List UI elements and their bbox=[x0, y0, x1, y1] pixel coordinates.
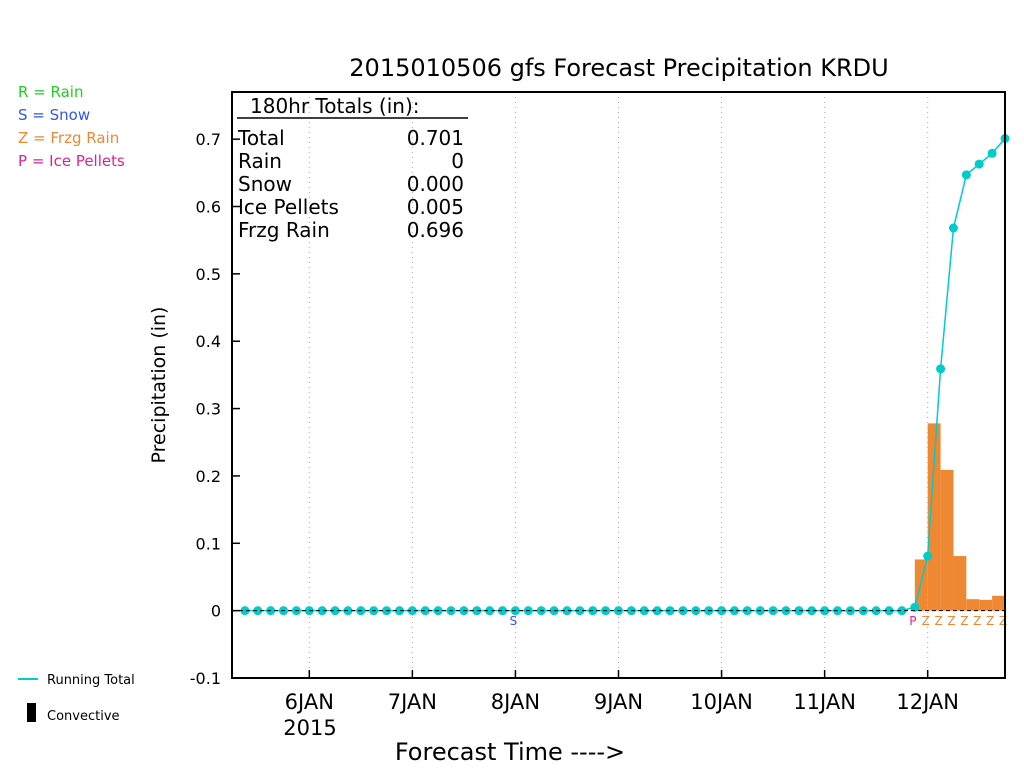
running-total-point bbox=[562, 606, 572, 616]
running-total-point bbox=[652, 606, 662, 616]
year-label: 2015 bbox=[283, 716, 336, 740]
convective-legend-label: Convective bbox=[47, 709, 120, 724]
running-total-point bbox=[717, 606, 727, 616]
x-tick-label: 9JAN bbox=[594, 690, 643, 714]
running-total-point bbox=[948, 223, 958, 233]
running-total-point bbox=[575, 606, 585, 616]
precip-type-marker: Z bbox=[986, 614, 994, 628]
precip-type-marker: Z bbox=[922, 614, 930, 628]
running-total-point bbox=[240, 606, 250, 616]
totals-row-label: Ice Pellets bbox=[238, 195, 339, 219]
x-axis: 6JAN 7JAN 8JAN 9JAN 10JAN 11JAN 12JAN bbox=[285, 670, 959, 714]
precip-bar bbox=[992, 595, 1005, 611]
running-total-point bbox=[639, 606, 649, 616]
totals-box: 180hr Totals (in): Total 0.701 Rain 0 Snow 0.… bbox=[237, 94, 468, 242]
running-total-point bbox=[961, 170, 971, 180]
y-tick-label: 0.5 bbox=[196, 265, 221, 284]
legend-item: S = Snow bbox=[18, 106, 90, 124]
x-tick-label: 12JAN bbox=[896, 690, 959, 714]
y-tick-label: 0.2 bbox=[196, 467, 221, 486]
precip-type-marker: S bbox=[510, 614, 518, 628]
running-total-point bbox=[498, 606, 508, 616]
running-total-point bbox=[936, 364, 946, 374]
precip-type-marker: Z bbox=[960, 614, 968, 628]
x-tick-label: 6JAN bbox=[285, 690, 334, 714]
running-total-point bbox=[317, 606, 327, 616]
running-total-legend-label: Running Total bbox=[47, 673, 135, 688]
plot-frame bbox=[231, 91, 1006, 679]
running-total-point bbox=[974, 159, 984, 169]
y-tick-label: 0.1 bbox=[196, 534, 221, 553]
running-total-point bbox=[807, 606, 817, 616]
running-total-point bbox=[923, 551, 933, 561]
totals-row-value: 0.000 bbox=[407, 172, 464, 196]
running-total-point bbox=[253, 606, 263, 616]
precip-type-marker: P bbox=[909, 614, 916, 628]
totals-row-value: 0 bbox=[451, 149, 464, 173]
totals-row-label: Frzg Rain bbox=[238, 218, 330, 242]
totals-row-value: 0.005 bbox=[407, 195, 464, 219]
x-tick-label: 10JAN bbox=[690, 690, 753, 714]
precip-bar bbox=[914, 559, 928, 611]
running-total-point bbox=[407, 606, 417, 616]
precip-type-marker: Z bbox=[947, 614, 955, 628]
running-total-point bbox=[910, 602, 920, 612]
precip-bar bbox=[940, 469, 954, 611]
y-tick-label: 0.4 bbox=[196, 332, 221, 351]
running-total-point bbox=[330, 606, 340, 616]
x-tick-label: 11JAN bbox=[793, 690, 856, 714]
totals-row-value: 0.696 bbox=[407, 218, 464, 242]
totals-row-label: Total bbox=[237, 126, 285, 150]
totals-row-label: Rain bbox=[238, 149, 282, 173]
precip-type-marker: Z bbox=[934, 614, 942, 628]
running-total-point bbox=[794, 606, 804, 616]
precip-bar bbox=[979, 599, 993, 611]
y-tick-label: 0.6 bbox=[196, 198, 221, 217]
legend-item: Z = Frzg Rain bbox=[18, 129, 119, 147]
running-total-point bbox=[897, 606, 907, 616]
convective-legend-swatch bbox=[27, 703, 36, 722]
y-tick-label: 0.7 bbox=[196, 130, 221, 149]
totals-header: 180hr Totals (in): bbox=[250, 94, 420, 118]
running-total-point bbox=[742, 606, 752, 616]
precip-bar bbox=[953, 556, 967, 611]
series-legend: Running Total Convective bbox=[18, 673, 135, 724]
running-total-point bbox=[729, 606, 739, 616]
y-tick-label: 0 bbox=[211, 602, 221, 621]
y-axis-label: Precipitation (in) bbox=[148, 307, 170, 464]
running-total-line bbox=[244, 137, 1006, 612]
precip-type-marker: Z bbox=[973, 614, 981, 628]
x-axis-label: Forecast Time ----> bbox=[395, 738, 625, 766]
running-total-point bbox=[820, 606, 830, 616]
running-total-point bbox=[665, 606, 675, 616]
running-total-point bbox=[472, 606, 482, 616]
chart-title: 2015010506 gfs Forecast Precipitation KR… bbox=[349, 54, 888, 82]
totals-row-label: Snow bbox=[238, 172, 292, 196]
precip-type-legend: R = Rain S = Snow Z = Frzg Rain P = Ice Pel… bbox=[18, 83, 125, 170]
y-tick-label: -0.1 bbox=[190, 669, 221, 688]
running-total-point bbox=[485, 606, 495, 616]
bars-layer bbox=[914, 423, 1005, 611]
y-tick-label: 0.3 bbox=[196, 400, 221, 419]
precip-bar bbox=[927, 423, 941, 611]
totals-row-value: 0.701 bbox=[407, 126, 464, 150]
running-total-point bbox=[394, 606, 404, 616]
running-total-point bbox=[420, 606, 430, 616]
precip-type-marker: Z bbox=[999, 614, 1007, 628]
y-axis: -0.1 0 0.1 0.2 0.3 0.4 0.5 0.6 0.7 bbox=[190, 130, 1005, 688]
running-total-point bbox=[987, 148, 997, 158]
grid-layer bbox=[308, 92, 929, 678]
legend-item: P = Ice Pellets bbox=[18, 152, 125, 170]
x-tick-label: 7JAN bbox=[388, 690, 437, 714]
x-tick-label: 8JAN bbox=[491, 690, 540, 714]
running-total-point bbox=[884, 606, 894, 616]
precip-bar bbox=[966, 599, 980, 611]
running-total-layer bbox=[240, 133, 1010, 616]
legend-item: R = Rain bbox=[18, 83, 84, 101]
